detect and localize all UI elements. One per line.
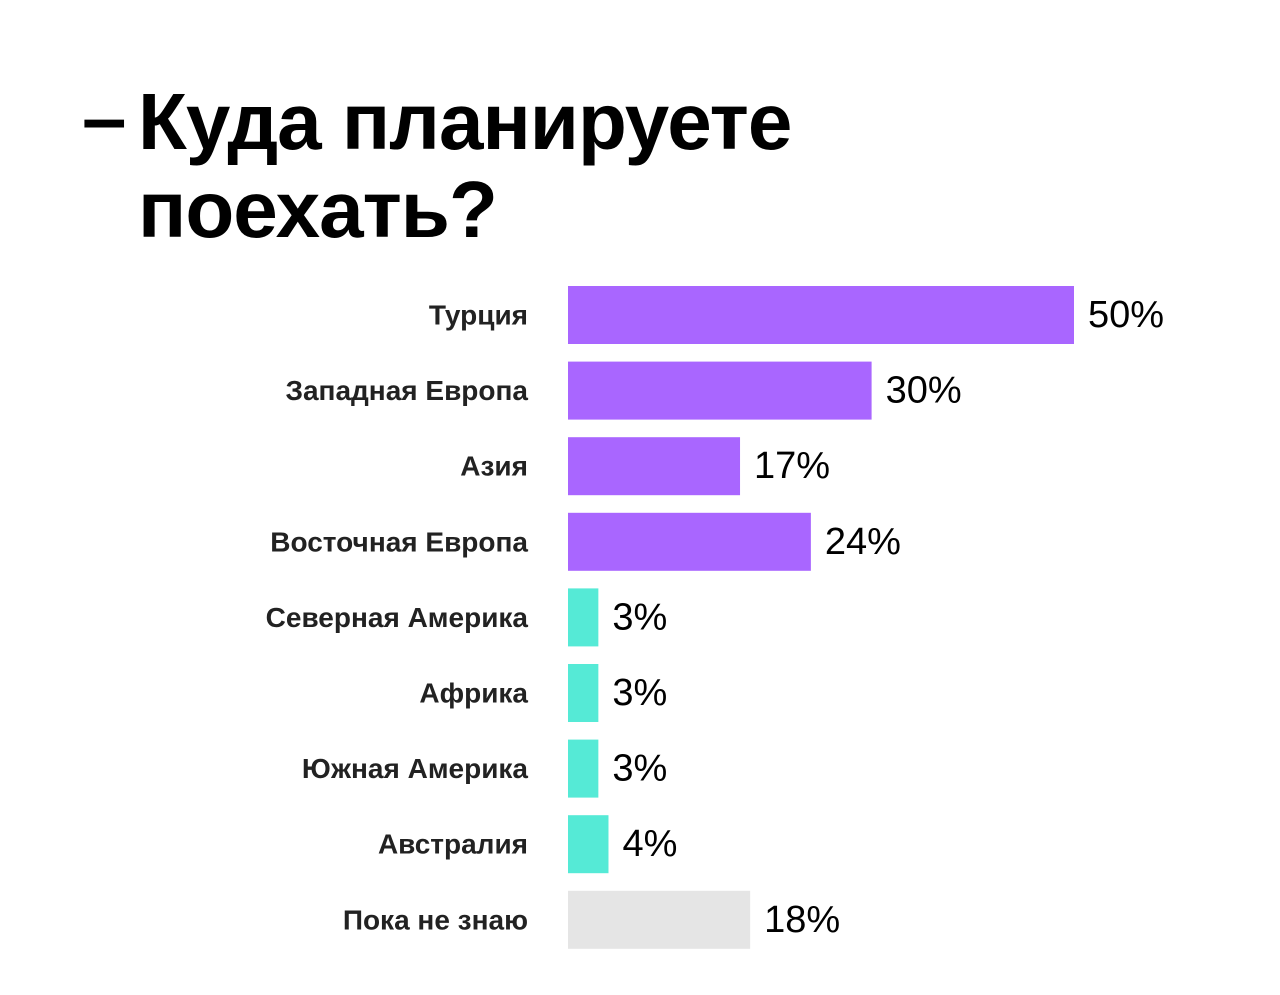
- bar: [568, 512, 811, 571]
- value-label: 24%: [825, 521, 901, 563]
- category-label: Турция: [429, 300, 528, 331]
- category-label: Восточная Европа: [270, 526, 528, 557]
- value-labels: 50% 30% 17% 24% 3% 3% 3% 4% 18%: [612, 294, 1164, 941]
- bar: [568, 739, 599, 798]
- bar: [568, 890, 751, 949]
- value-label: 3%: [612, 748, 667, 790]
- bar: [568, 815, 609, 874]
- category-labels: Турция Западная Европа Азия Восточная Европ…: [266, 300, 529, 936]
- value-label: 3%: [612, 672, 667, 714]
- category-label: Австралия: [378, 829, 528, 860]
- category-label: Африка: [419, 678, 528, 709]
- value-label: 30%: [886, 370, 962, 412]
- category-label: Пока не знаю: [343, 904, 528, 935]
- value-label: 4%: [622, 823, 677, 865]
- bar: [568, 588, 599, 647]
- category-label: Южная Америка: [302, 753, 529, 784]
- bars: [568, 286, 1074, 949]
- value-label: 3%: [612, 596, 667, 638]
- category-label: Северная Америка: [266, 602, 529, 633]
- bar: [568, 286, 1074, 344]
- value-label: 50%: [1088, 294, 1164, 336]
- bar: [568, 361, 872, 420]
- category-label: Азия: [460, 451, 528, 482]
- value-label: 18%: [764, 899, 840, 941]
- bar: [568, 664, 599, 722]
- category-label: Западная Европа: [285, 375, 528, 406]
- value-label: 17%: [754, 445, 830, 487]
- title-dash: –: [82, 73, 127, 162]
- bar: [568, 437, 741, 496]
- page-title: Куда планируете поехать?: [138, 77, 792, 254]
